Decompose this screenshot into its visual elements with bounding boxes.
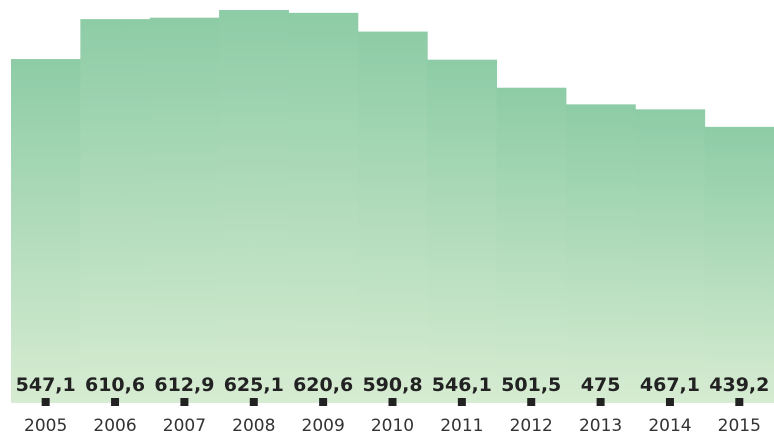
tick-marker-2006 [111,398,120,406]
bar-2010 [357,31,428,403]
year-label-2012: 2012 [510,416,553,433]
tick-marker-2011 [457,398,466,406]
tick-marker-2015 [735,398,744,406]
year-label-2005: 2005 [24,416,67,433]
tick-marker-2010 [388,398,397,406]
bar-2009 [288,12,359,403]
value-label-2007: 612,9 [154,374,214,396]
tick-marker-2005 [41,398,50,406]
year-label-2006: 2006 [93,416,136,433]
value-labels-group: 547,1 610,6 612,9 625,1 620,6 590,8 546,1 501,5… [16,374,770,396]
year-label-2008: 2008 [232,416,275,433]
year-label-2007: 2007 [163,416,206,433]
bar-2012 [496,87,567,403]
value-label-2011: 546,1 [432,374,492,396]
value-label-2014: 467,1 [640,374,700,396]
bars-group [11,10,774,404]
bar-2005 [11,59,81,404]
year-label-2011: 2011 [440,416,483,433]
year-label-2015: 2015 [718,416,761,433]
year-labels-group: 2005 2006 2007 2008 2009 2010 2011 2012 2013 2014… [24,416,761,433]
bar-2013 [565,104,636,403]
tick-marker-2008 [249,398,258,406]
year-label-2014: 2014 [648,416,691,433]
value-label-2015: 439,2 [709,374,769,396]
value-label-2005: 547,1 [16,374,76,396]
bar-2014 [635,109,706,403]
bar-2008 [219,10,289,403]
value-label-2009: 620,6 [293,374,353,396]
year-label-2010: 2010 [371,416,414,433]
value-label-2012: 501,5 [501,374,561,396]
tick-marker-2013 [596,398,605,406]
value-label-2008: 625,1 [224,374,284,396]
bar-2011 [427,59,498,404]
bar-2015 [704,126,774,404]
tick-markers-group [41,398,744,406]
bar-2006 [80,19,151,403]
value-label-2006: 610,6 [85,374,145,396]
bar-2007 [149,17,220,403]
value-label-2010: 590,8 [362,374,422,396]
tick-marker-2014 [665,398,674,406]
year-label-2009: 2009 [302,416,345,433]
tick-marker-2009 [319,398,328,406]
tick-marker-2007 [180,398,189,406]
year-label-2013: 2013 [579,416,622,433]
tick-marker-2012 [527,398,536,406]
value-label-2013: 475 [581,374,621,396]
